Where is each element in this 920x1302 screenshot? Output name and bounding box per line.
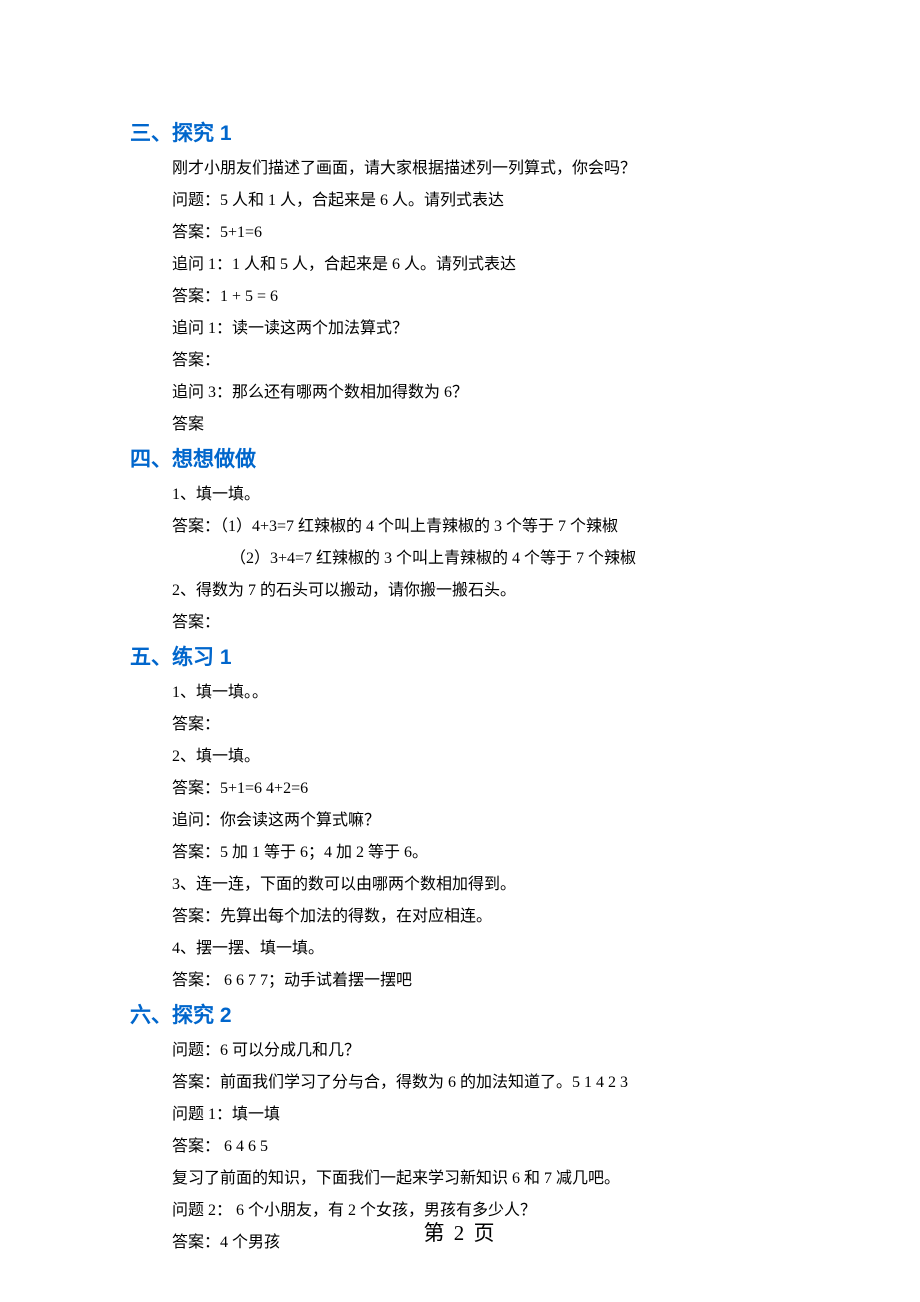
- section-1-line-1: 问题：5 人和 1 人，合起来是 6 人。请列式表达: [172, 185, 790, 217]
- section-4-line-4: 复习了前面的知识，下面我们一起来学习新知识 6 和 7 减几吧。: [172, 1163, 790, 1195]
- section-3-line-1: 答案：: [172, 709, 790, 741]
- section-4-line-3: 答案： 6 4 6 5: [172, 1131, 790, 1163]
- section-1-line-3: 追问 1：1 人和 5 人，合起来是 6 人。请列式表达: [172, 249, 790, 281]
- section-1-line-5: 追问 1：读一读这两个加法算式？: [172, 313, 790, 345]
- section-3-line-8: 4、摆一摆、填一填。: [172, 933, 790, 965]
- section-2: 四、想想做做 1、填一填。 答案：（1）4+3=7 红辣椒的 4 个叫上青辣椒的…: [130, 443, 790, 639]
- section-2-heading: 四、想想做做: [130, 443, 790, 473]
- section-3-line-4: 追问：你会读这两个算式嘛？: [172, 805, 790, 837]
- section-4-line-2: 问题 1：填一填: [172, 1099, 790, 1131]
- page-footer: 第 2 页: [0, 1217, 920, 1247]
- section-2-line-after-1: 答案：: [172, 607, 790, 639]
- section-3-line-5: 答案：5 加 1 等于 6；4 加 2 等于 6。: [172, 837, 790, 869]
- section-3-line-6: 3、连一连，下面的数可以由哪两个数相加得到。: [172, 869, 790, 901]
- section-4-line-1: 答案：前面我们学习了分与合，得数为 6 的加法知道了。5 1 4 2 3: [172, 1067, 790, 1099]
- section-3-line-7: 答案：先算出每个加法的得数，在对应相连。: [172, 901, 790, 933]
- section-3-line-3: 答案：5+1=6 4+2=6: [172, 773, 790, 805]
- section-3-heading: 五、练习 1: [130, 641, 790, 671]
- section-1-line-6: 答案：: [172, 345, 790, 377]
- section-3-line-9: 答案： 6 6 7 7；动手试着摆一摆吧: [172, 965, 790, 997]
- section-3-line-0: 1、填一填。。: [172, 677, 790, 709]
- section-1-line-8: 答案: [172, 409, 790, 441]
- section-4-heading: 六、探究 2: [130, 999, 790, 1029]
- section-2-line-0: 1、填一填。: [172, 479, 790, 511]
- section-2-line-after-0: 2、得数为 7 的石头可以搬动，请你搬一搬石头。: [172, 575, 790, 607]
- section-1-line-4: 答案：1 + 5 = 6: [172, 281, 790, 313]
- section-3: 五、练习 1 1、填一填。。 答案： 2、填一填。 答案：5+1=6 4+2=6…: [130, 641, 790, 997]
- section-1: 三、探究 1 刚才小朋友们描述了画面，请大家根据描述列一列算式，你会吗？ 问题：…: [130, 117, 790, 441]
- section-1-line-7: 追问 3：那么还有哪两个数相加得数为 6？: [172, 377, 790, 409]
- section-3-line-2: 2、填一填。: [172, 741, 790, 773]
- section-1-line-0: 刚才小朋友们描述了画面，请大家根据描述列一列算式，你会吗？: [172, 153, 790, 185]
- section-1-heading: 三、探究 1: [130, 117, 790, 147]
- section-2-indented-line: （2）3+4=7 红辣椒的 3 个叫上青辣椒的 4 个等于 7 个辣椒: [230, 543, 790, 575]
- section-2-line-1: 答案：（1）4+3=7 红辣椒的 4 个叫上青辣椒的 3 个等于 7 个辣椒: [172, 511, 790, 543]
- section-1-line-2: 答案：5+1=6: [172, 217, 790, 249]
- section-4-line-0: 问题：6 可以分成几和几？: [172, 1035, 790, 1067]
